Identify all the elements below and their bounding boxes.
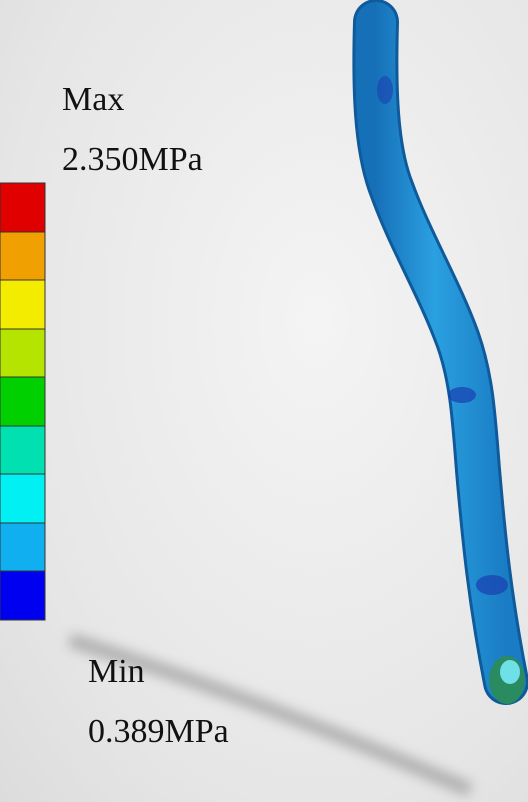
legend-swatch: [0, 523, 45, 571]
legend-swatch: [0, 377, 45, 426]
legend-swatch: [0, 280, 45, 329]
min-value: 0.389MPa: [88, 713, 229, 750]
legend-swatch: [0, 426, 45, 474]
max-label: Max: [62, 81, 124, 118]
legend-swatch: [0, 183, 45, 232]
legend-swatch: [0, 571, 45, 620]
legend-swatch: [0, 329, 45, 377]
max-value: 2.350MPa: [62, 141, 203, 178]
tube: [375, 22, 525, 704]
color-legend: [0, 183, 45, 620]
legend-swatch: [0, 232, 45, 280]
min-label: Min: [88, 653, 145, 690]
legend-swatch: [0, 474, 45, 523]
stress-figure: Max 2.350MPa Min 0.389MPa: [0, 0, 528, 802]
